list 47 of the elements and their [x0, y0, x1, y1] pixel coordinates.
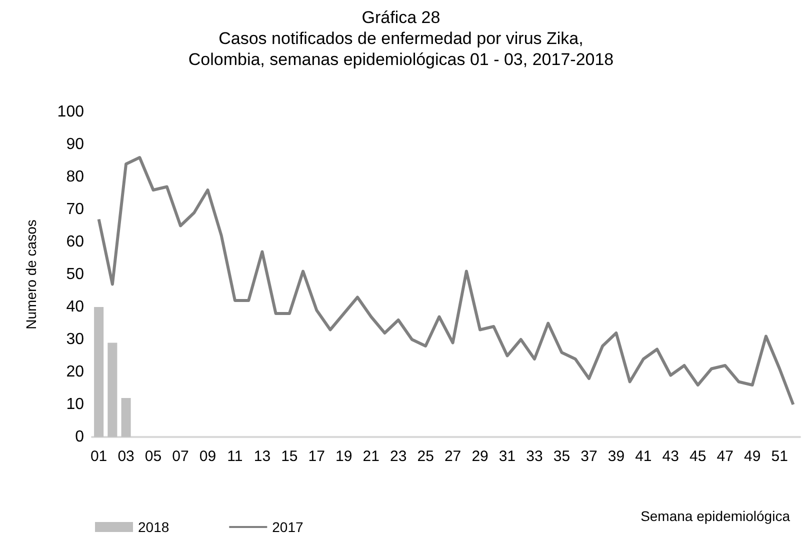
x-tick-label: 51	[771, 448, 788, 465]
x-tick-label: 03	[118, 448, 134, 465]
x-tick-label: 19	[336, 448, 352, 465]
x-tick-label: 11	[227, 448, 243, 465]
x-tick-label: 07	[172, 448, 189, 465]
bar	[94, 307, 104, 437]
y-tick-label: 20	[66, 364, 84, 380]
x-tick-label: 41	[635, 448, 652, 465]
x-tick-label: 31	[498, 448, 516, 465]
y-tick-label: 0	[75, 428, 84, 446]
x-tick-label: 09	[199, 448, 216, 465]
y-tick-label: 90	[66, 136, 84, 153]
chart-title: Gráfica 28	[362, 8, 440, 27]
line-series	[97, 156, 795, 406]
x-tick-label: 33	[526, 448, 543, 465]
x-axis-title: Semana epidemiológica	[640, 508, 790, 524]
x-tick-label: 47	[716, 448, 734, 465]
y-tick-label: 100	[57, 104, 84, 120]
x-tick-label: 37	[580, 448, 598, 465]
x-tick-label: 13	[254, 448, 271, 465]
x-tick-label: 43	[662, 448, 679, 465]
y-tick-label: 70	[66, 201, 84, 218]
x-tick-label: 39	[608, 448, 625, 465]
legend-label: 2018	[138, 519, 170, 535]
y-tick-label: 60	[66, 234, 84, 250]
y-tick-label: 40	[66, 298, 84, 316]
y-tick-label: 80	[66, 168, 84, 186]
x-tick-label: 27	[444, 448, 462, 465]
x-tick-label: 15	[281, 448, 298, 465]
y-axis-title: Numero de casos	[23, 220, 39, 330]
x-tick-label: 25	[417, 448, 434, 465]
x-tick-label: 05	[144, 448, 162, 465]
bar	[121, 398, 131, 437]
x-tick-label: 35	[553, 448, 570, 465]
x-tick-label: 49	[744, 448, 761, 465]
bar	[108, 342, 118, 437]
y-tick-label: 30	[66, 331, 84, 348]
y-tick-label: 50	[66, 266, 84, 283]
x-tick-label: 01	[90, 448, 108, 465]
x-tick-label: 45	[690, 448, 706, 465]
x-tick-label: 17	[308, 448, 325, 465]
x-tick-label: 29	[472, 448, 488, 465]
y-tick-label: 10	[66, 396, 84, 413]
chart-subtitle: Casos notificados de enfermedad por virus Zika, Colombia, semanas epidemiológicas 01 - 03, 2017-2018	[188, 29, 614, 69]
x-tick-label: 23	[390, 448, 407, 465]
x-tick-label: 21	[362, 448, 380, 465]
legend-label: 2017	[272, 519, 304, 535]
